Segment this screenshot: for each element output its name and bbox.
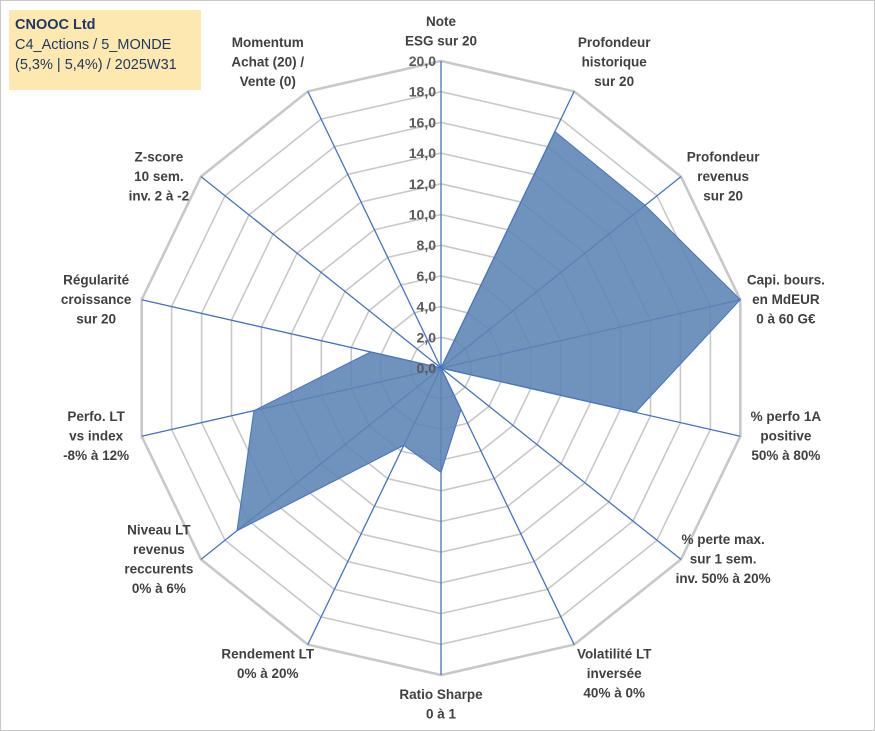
axis-label-line: ESG sur 20 [405,34,477,49]
tick-label: 6,0 [417,268,437,284]
axis-label-line: Capi. bours. [747,272,825,287]
axis-label-line: historique [582,54,648,69]
title-line-1: CNOOC Ltd [15,17,96,33]
axis-label-2: Profondeur revenus sur 20 [687,149,760,203]
axis-label-7: Ratio Sharpe 0 à 1 [399,687,483,722]
tick-label: 2,0 [417,329,437,345]
tick-label: 8,0 [417,237,437,253]
label-layer: Note ESG sur 20 Profondeur historique sur 20… [61,14,825,722]
axis-label-line: Perfo. LT [67,409,125,424]
axis-label-line: 10 sem. [134,169,184,184]
axis-label-6: Volatilité LT inversée 40% à 0% [577,647,652,701]
axis-label-line: inv. 50% à 20% [676,571,771,586]
axis-label-line: en MdEUR [752,292,820,307]
axis-label-line: revenus [133,542,185,557]
axis-label-3: Capi. bours. en MdEUR 0 à 60 G€ [747,272,825,326]
axis-label-line: Momentum [232,35,304,50]
axis-label-0: Note ESG sur 20 [405,14,477,49]
tick-label: 14,0 [409,145,436,161]
axis-label-line: reccurents [124,561,193,576]
axis-label-line: positive [760,429,812,444]
axis-label-12: Z-score 10 sem. inv. 2 à -2 [129,149,190,203]
axis-label-line: 50% à 80% [751,448,820,463]
axis-label-line: % perte max. [681,532,764,547]
axis-label-10: Perfo. LT vs index -8% à 12% [63,409,129,463]
axis-label-4: % perfo 1A positive 50% à 80% [751,409,822,463]
axis-label-9: Niveau LT revenus reccurents 0% à 6% [124,522,193,596]
axis-label-line: inv. 2 à -2 [129,188,190,203]
tick-label: 18,0 [409,84,436,100]
axis-label-line: Niveau LT [127,522,191,537]
axis-label-line: Note [426,14,456,29]
axis-label-line: 0% à 6% [132,581,186,596]
axis-label-line: Z-score [135,149,184,164]
axis-label-line: revenus [697,169,749,184]
axis-label-1: Profondeur historique sur 20 [578,35,651,89]
axis-label-line: inversée [587,666,642,681]
axis-label-line: Achat (20) / [231,54,304,69]
axis-label-line: sur 20 [594,74,634,89]
axis-label-line: Volatilité LT [577,647,652,662]
tick-label: 16,0 [409,114,436,130]
series-layer [236,130,741,532]
axis-label-5: % perte max. sur 1 sem. inv. 50% à 20% [676,532,771,586]
axis-spoke [440,367,682,560]
axis-label-line: sur 20 [76,311,116,326]
axis-label-line: 0 à 60 G€ [756,311,816,326]
axis-label-line: Vente (0) [240,74,296,89]
tick-label: 10,0 [409,207,436,223]
axis-spoke [307,91,442,369]
axis-label-line: croissance [61,292,132,307]
title-line-2: C4_Actions / 5_MONDE [15,37,172,53]
axis-label-line: vs index [69,429,124,444]
axis-label-line: 0% à 20% [237,666,299,681]
axis-label-line: Régularité [63,272,130,287]
axis-label-line: sur 20 [703,188,743,203]
tick-label: 20,0 [409,53,436,69]
axis-spoke [200,176,442,369]
axis-label-8: Rendement LT 0% à 20% [221,647,315,682]
axis-label-11: Régularité croissance sur 20 [61,272,132,326]
title-box: CNOOC Ltd C4_Actions / 5_MONDE (5,3% | 5… [9,10,201,90]
axis-label-line: 40% à 0% [583,686,645,701]
axis-label-line: sur 1 sem. [690,552,757,567]
tick-label: 4,0 [417,299,437,315]
title-line-3: (5,3% | 5,4%) / 2025W31 [15,57,177,73]
tick-label: 12,0 [409,176,436,192]
axis-label-line: Rendement LT [221,647,315,662]
axis-spoke [440,367,575,645]
tick-label: 0,0 [417,360,437,376]
tick-layer: 0,0 2,0 4,0 6,0 8,0 10,0 12,0 14,0 16,0 18,0 20,0 [409,53,436,376]
axis-label-line: Ratio Sharpe [399,687,483,702]
axis-label-line: Profondeur [687,149,760,164]
axis-label-line: 0 à 1 [426,707,457,722]
series-area [236,130,741,532]
axis-label-line: -8% à 12% [63,448,129,463]
axis-label-13: Momentum Achat (20) / Vente (0) [231,35,304,89]
axis-label-line: % perfo 1A [751,409,822,424]
axis-label-line: Profondeur [578,35,651,50]
